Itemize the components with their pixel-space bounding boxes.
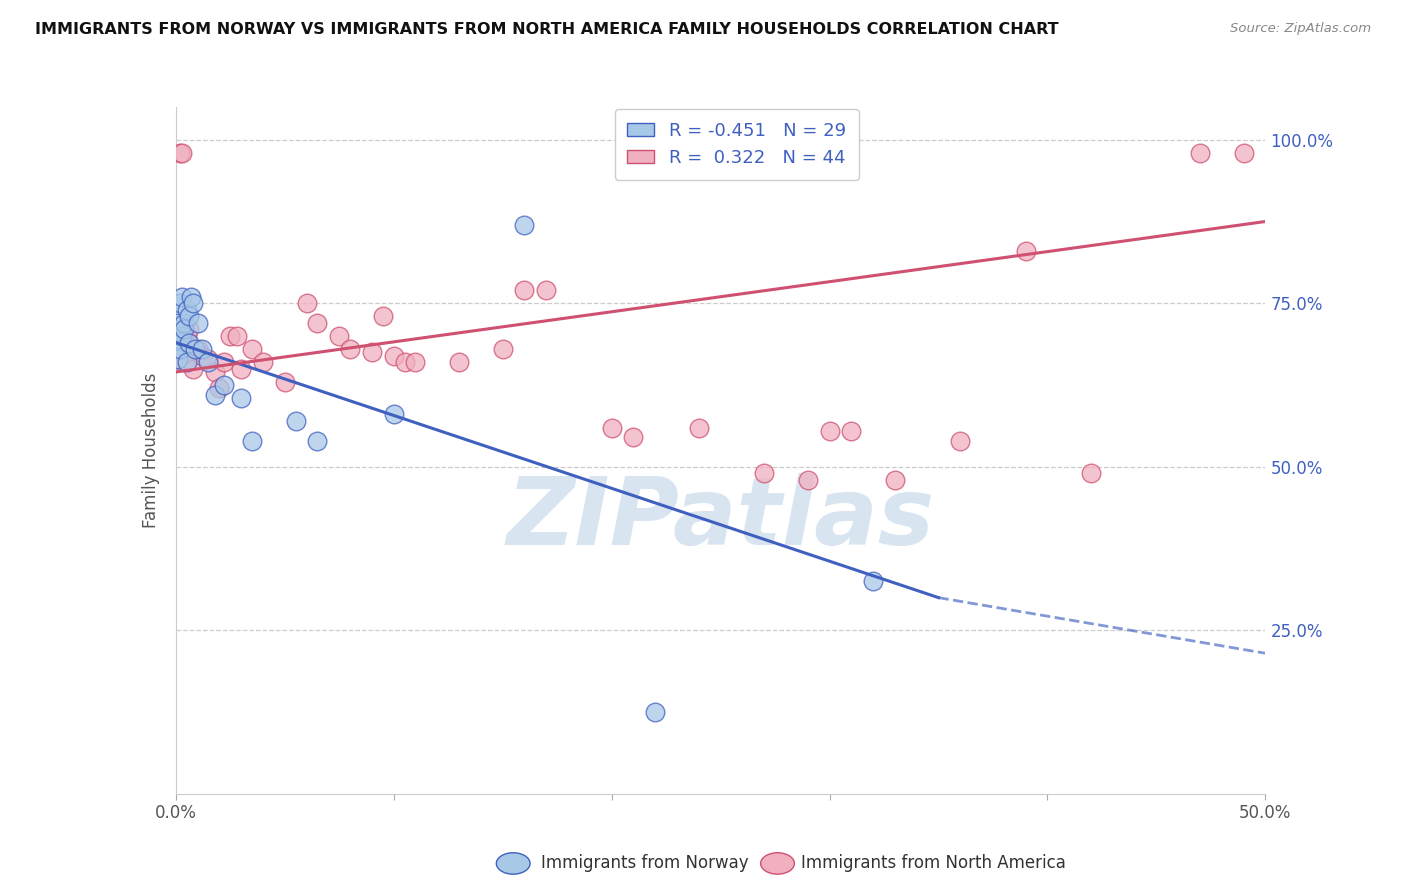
- Point: [307, 434, 329, 448]
- Legend: R = -0.451   N = 29, R =  0.322   N = 44: R = -0.451 N = 29, R = 0.322 N = 44: [614, 109, 859, 179]
- Point: [177, 335, 200, 350]
- Point: [231, 391, 253, 405]
- Point: [225, 329, 247, 343]
- Point: [176, 355, 198, 369]
- Text: Immigrants from North America: Immigrants from North America: [801, 855, 1066, 872]
- Point: [204, 365, 226, 379]
- Point: [176, 302, 198, 317]
- Point: [219, 329, 242, 343]
- Point: [167, 351, 190, 366]
- Point: [252, 355, 274, 369]
- Point: [204, 388, 226, 402]
- Point: [180, 290, 202, 304]
- Point: [394, 355, 416, 369]
- Point: [191, 349, 214, 363]
- Point: [1015, 244, 1038, 258]
- Point: [644, 705, 666, 719]
- Point: [169, 296, 191, 310]
- Point: [284, 414, 307, 428]
- Point: [191, 342, 214, 356]
- Point: [240, 342, 263, 356]
- Point: [360, 345, 382, 359]
- Point: [184, 342, 207, 356]
- Point: [274, 375, 297, 389]
- Point: [167, 332, 190, 346]
- Circle shape: [761, 853, 794, 874]
- Point: [796, 473, 818, 487]
- Point: [181, 361, 204, 376]
- Point: [447, 355, 470, 369]
- Point: [1232, 145, 1256, 160]
- Point: [307, 316, 329, 330]
- Point: [172, 145, 194, 160]
- Point: [492, 342, 515, 356]
- Point: [513, 218, 536, 232]
- Point: [173, 355, 195, 369]
- Circle shape: [496, 853, 530, 874]
- Point: [240, 434, 263, 448]
- Y-axis label: Family Households: Family Households: [142, 373, 160, 528]
- Point: [169, 342, 191, 356]
- Point: [600, 420, 623, 434]
- Point: [208, 381, 231, 395]
- Point: [339, 342, 361, 356]
- Point: [513, 283, 536, 297]
- Point: [186, 342, 209, 356]
- Point: [212, 355, 235, 369]
- Point: [1080, 467, 1102, 481]
- Point: [177, 310, 200, 324]
- Point: [177, 322, 200, 336]
- Point: [1189, 145, 1212, 160]
- Point: [688, 420, 710, 434]
- Point: [621, 430, 644, 444]
- Point: [884, 473, 907, 487]
- Point: [862, 574, 884, 589]
- Text: IMMIGRANTS FROM NORWAY VS IMMIGRANTS FROM NORTH AMERICA FAMILY HOUSEHOLDS CORREL: IMMIGRANTS FROM NORWAY VS IMMIGRANTS FRO…: [35, 22, 1059, 37]
- Point: [197, 355, 219, 369]
- Point: [167, 316, 190, 330]
- Point: [295, 296, 318, 310]
- Point: [754, 467, 776, 481]
- Point: [382, 408, 405, 422]
- Text: Source: ZipAtlas.com: Source: ZipAtlas.com: [1230, 22, 1371, 36]
- Point: [949, 434, 972, 448]
- Point: [382, 349, 405, 363]
- Point: [173, 322, 195, 336]
- Point: [172, 290, 194, 304]
- Text: ZIPatlas: ZIPatlas: [506, 473, 935, 566]
- Point: [172, 329, 194, 343]
- Point: [405, 355, 427, 369]
- Point: [173, 316, 195, 330]
- Point: [371, 310, 394, 324]
- Point: [841, 424, 863, 438]
- Point: [176, 329, 198, 343]
- Point: [818, 424, 841, 438]
- Text: Immigrants from Norway: Immigrants from Norway: [541, 855, 749, 872]
- Point: [212, 378, 235, 392]
- Point: [328, 329, 350, 343]
- Point: [231, 361, 253, 376]
- Point: [197, 351, 219, 366]
- Point: [169, 145, 191, 160]
- Point: [186, 316, 209, 330]
- Point: [534, 283, 557, 297]
- Point: [181, 296, 204, 310]
